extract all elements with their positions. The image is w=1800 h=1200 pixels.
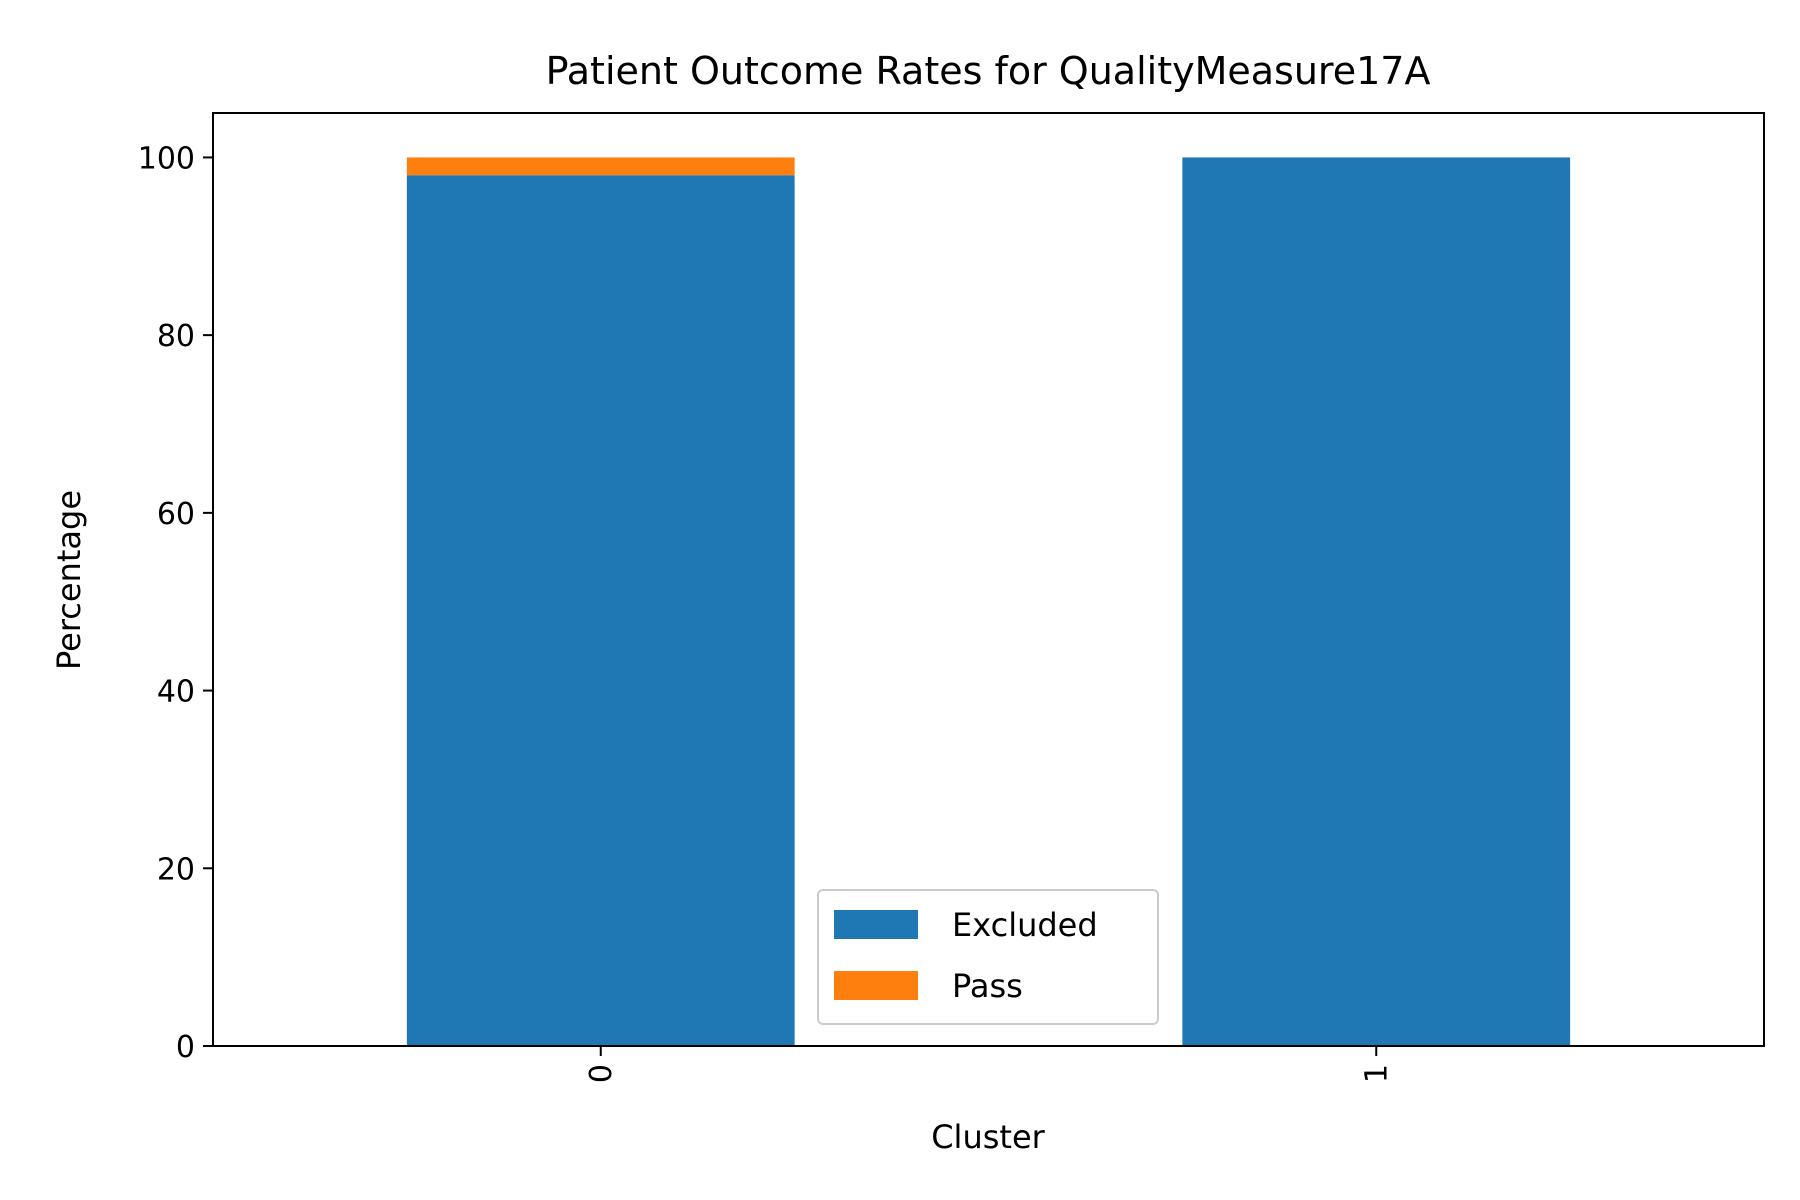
bar-pass-cluster-0 (406, 157, 795, 176)
legend-swatch-pass (834, 971, 918, 1000)
plot-frame (212, 112, 1765, 1047)
bars (406, 157, 1571, 1046)
y-tick-label: 20 (157, 852, 195, 887)
x-tick-label: 0 (584, 1064, 619, 1083)
y-tick-label: 80 (157, 319, 195, 354)
y-tick-label: 0 (176, 1030, 195, 1065)
y-tick-label: 100 (138, 141, 195, 176)
bar-excluded-cluster-0 (406, 175, 795, 1046)
x-tick-label: 1 (1359, 1064, 1394, 1083)
y-tick-label: 60 (157, 497, 195, 532)
legend-label-excluded: Excluded (952, 906, 1098, 944)
y-axis: 0 20 40 60 80 100 (138, 141, 213, 1065)
x-axis-label: Cluster (931, 1118, 1045, 1156)
bar-excluded-cluster-1 (1182, 157, 1571, 1046)
legend-swatch-excluded (834, 910, 918, 939)
chart-title: Patient Outcome Rates for QualityMeasure… (546, 49, 1431, 93)
legend-label-pass: Pass (952, 967, 1023, 1005)
y-tick-label: 40 (157, 675, 195, 710)
y-axis-label: Percentage (50, 490, 88, 670)
legend: Excluded Pass (817, 889, 1159, 1025)
